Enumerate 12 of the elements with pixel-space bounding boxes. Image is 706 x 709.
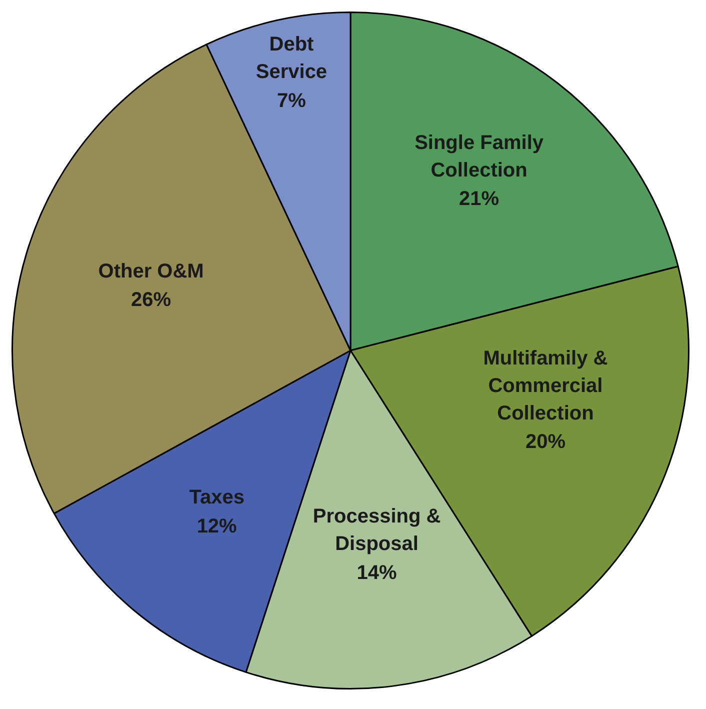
- data-label: 21%: [459, 188, 500, 210]
- slice-label: Other O&M: [98, 260, 204, 282]
- slice-label: Debt Service: [256, 34, 328, 84]
- slice-label: Single Family Collection: [414, 132, 544, 182]
- slice-label: Processing & Disposal: [312, 506, 441, 556]
- data-label: 7%: [277, 90, 306, 112]
- data-label: 14%: [356, 562, 398, 584]
- slice-label: Taxes: [189, 486, 244, 509]
- data-label: 26%: [131, 289, 172, 312]
- data-label: 20%: [525, 431, 566, 454]
- data-label: 12%: [196, 515, 238, 538]
- slice-label: Multifamily & Commercial Collection: [483, 347, 608, 424]
